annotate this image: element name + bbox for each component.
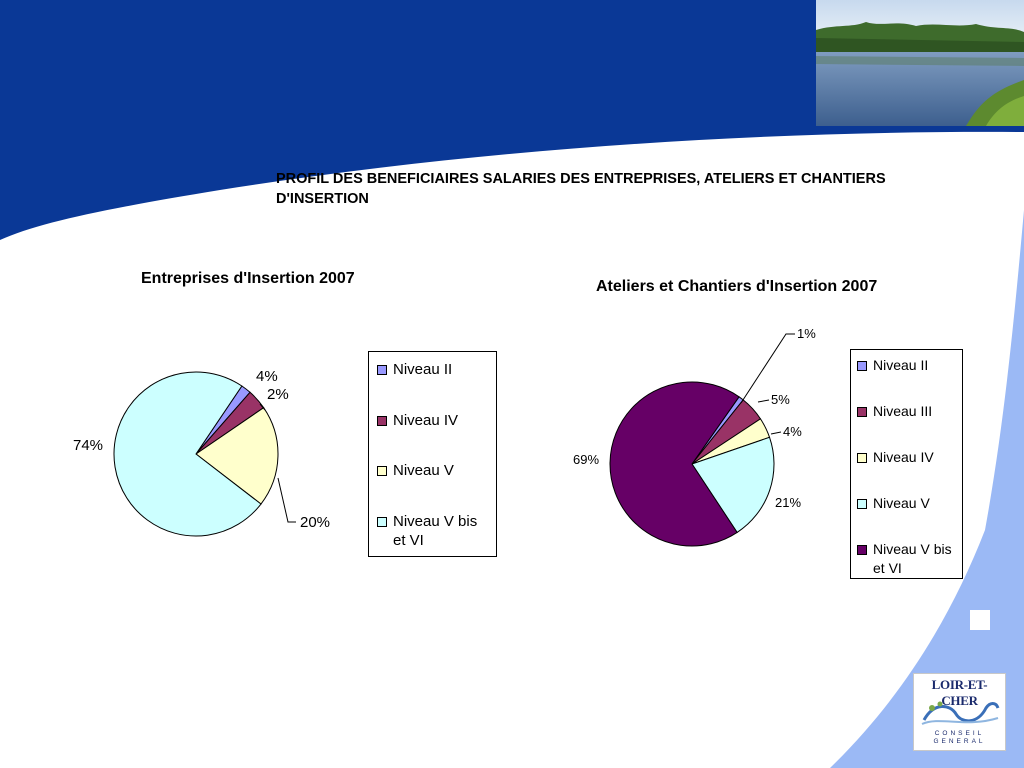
lake-photo xyxy=(816,0,1024,126)
legend-label: Niveau V bis et VI xyxy=(873,541,952,576)
white-patch xyxy=(970,610,990,630)
legend-swatch xyxy=(377,415,387,426)
legend-swatch xyxy=(857,407,867,417)
legend-item: Niveau II xyxy=(857,356,962,402)
legend-label: Niveau II xyxy=(873,357,929,373)
legend-swatch xyxy=(377,466,387,476)
logo-subtitle-line1: CONSEIL xyxy=(934,730,985,737)
logo-subtitle-line2: GENERAL xyxy=(933,738,986,745)
logo-name: LOIR-ET-CHER xyxy=(931,677,988,708)
chart2-title: Ateliers et Chantiers d'Insertion 2007 xyxy=(596,278,878,295)
legend-swatch xyxy=(377,516,387,527)
legend-item: Niveau III xyxy=(857,402,962,448)
chart2-legend: Niveau II Niveau III Niveau IV Niveau V Nive… xyxy=(850,349,963,579)
loir-et-cher-logo: LOIR-ET-CHER CONSEIL GENERAL xyxy=(913,673,1006,751)
legend-item: Niveau V bis et VI xyxy=(857,540,962,586)
legend-swatch xyxy=(857,499,867,509)
legend-label: Niveau II xyxy=(393,361,453,378)
legend-label: Niveau V xyxy=(873,495,930,511)
slide-title: PROFIL DES BENEFICIAIRES SALARIES DES EN… xyxy=(276,171,886,207)
chart1-title: Entreprises d'Insertion 2007 xyxy=(141,270,355,287)
legend-item: Niveau V xyxy=(377,461,496,512)
legend-item: Niveau V bis et VI xyxy=(377,512,496,563)
legend-item: Niveau V xyxy=(857,494,962,540)
chart1-legend: Niveau II Niveau IV Niveau V Niveau V bis et… xyxy=(368,351,497,557)
blue-header-band xyxy=(0,0,1024,240)
legend-swatch xyxy=(377,365,387,375)
legend-item: Niveau II xyxy=(377,360,496,411)
logo-subtitle: CONSEIL GENERAL xyxy=(914,730,1005,746)
legend-label: Niveau III xyxy=(873,403,933,419)
legend-label: Niveau IV xyxy=(393,411,459,429)
legend-item: Niveau IV xyxy=(377,411,496,462)
legend-swatch xyxy=(857,361,867,371)
legend-swatch xyxy=(857,453,867,463)
legend-item: Niveau IV xyxy=(857,448,962,494)
legend-swatch xyxy=(857,545,867,555)
legend-label: Niveau V bis et VI xyxy=(393,512,478,549)
legend-label: Niveau V xyxy=(393,462,454,479)
logo-emblem-icon xyxy=(921,701,1000,725)
legend-label: Niveau IV xyxy=(873,449,934,465)
